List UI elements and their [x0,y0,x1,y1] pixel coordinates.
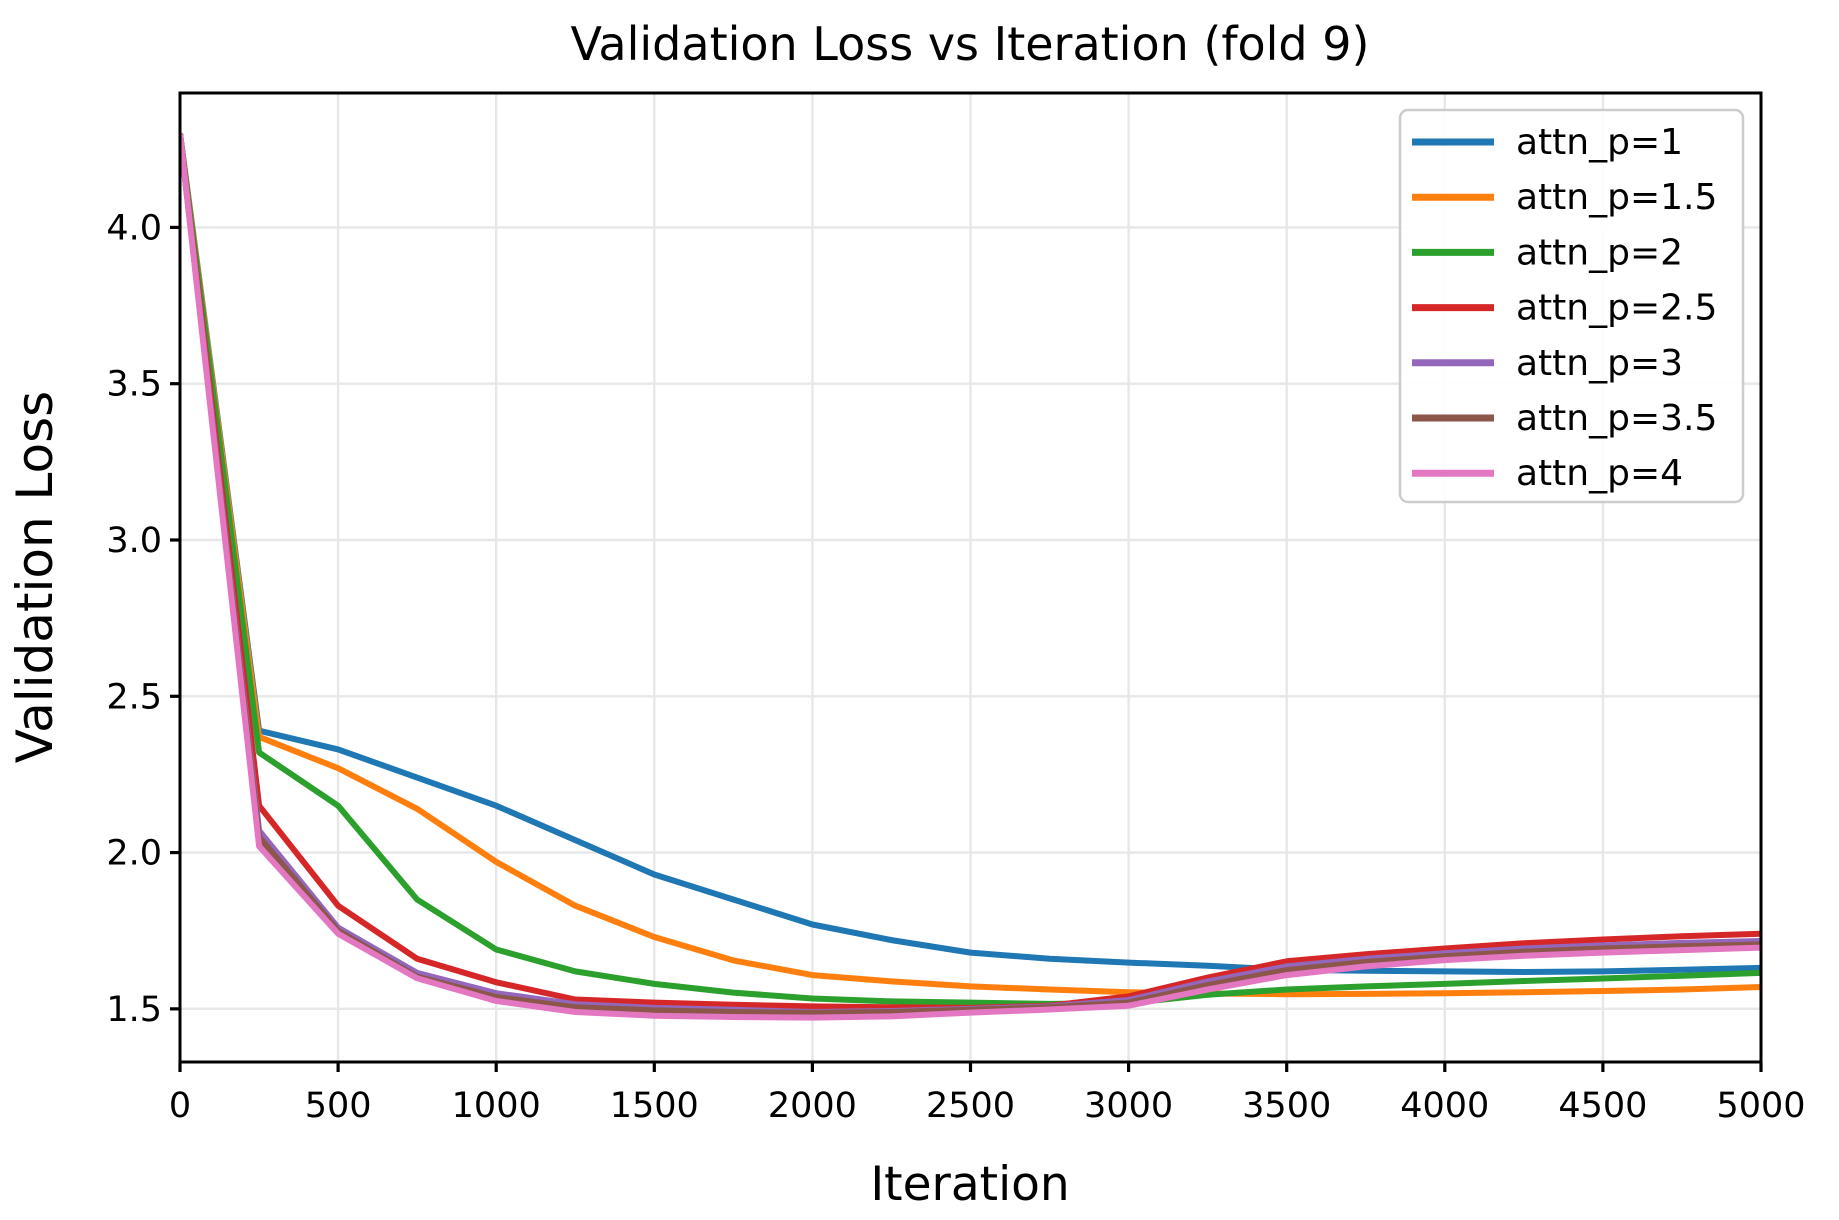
x-tick-label: 500 [305,1086,372,1126]
legend-label-attn_p=4: attn_p=4 [1516,453,1683,494]
legend: attn_p=1 attn_p=1.5 attn_p=2 attn_p=2.5attn… [1398,108,1745,504]
y-tick-label: 2.0 [106,834,162,874]
axis-ticks: 0 500 1000 1500 2000 2500 3000 3500 4000 4500 5000… [106,208,1805,1126]
legend-label-attn_p=1: attn_p=1 [1516,122,1683,163]
series-line-attn_p=1 [180,133,1761,975]
legend-box [1398,108,1745,504]
series-line-attn_p=2 [180,133,1761,1007]
legend-label-attn_p=2.5: attn_p=2.5 [1516,288,1717,329]
series-line-attn_p=1.5 [180,133,1761,998]
y-axis-label: Validation Loss [6,391,64,763]
series-line-attn_p=4 [180,133,1761,1021]
y-tick-label: 3.0 [106,521,162,561]
x-tick-label: 4500 [1558,1086,1647,1126]
y-tick-label: 3.5 [106,365,162,405]
legend-label-attn_p=3: attn_p=3 [1516,343,1683,384]
x-tick-label: 2500 [926,1086,1015,1126]
x-tick-label: 1000 [452,1086,541,1126]
chart-title: Validation Loss vs Iteration (fold 9) [571,17,1370,71]
y-tick-label: 2.5 [106,677,162,717]
x-tick-label: 3500 [1242,1086,1331,1126]
legend-label-attn_p=1.5: attn_p=1.5 [1516,177,1717,218]
x-tick-label: 0 [169,1086,191,1126]
y-tick-label: 4.0 [106,208,162,248]
x-tick-label: 4000 [1400,1086,1489,1126]
x-tick-label: 5000 [1716,1086,1805,1126]
y-tick-label: 1.5 [106,990,162,1030]
x-tick-label: 2000 [768,1086,857,1126]
legend-label-attn_p=3.5: attn_p=3.5 [1516,398,1717,439]
x-tick-label: 1500 [610,1086,699,1126]
x-tick-label: 3000 [1084,1086,1173,1126]
legend-label-attn_p=2: attn_p=2 [1516,232,1683,273]
x-axis-label: Iteration [870,1157,1069,1212]
series-lines [180,133,1761,1021]
